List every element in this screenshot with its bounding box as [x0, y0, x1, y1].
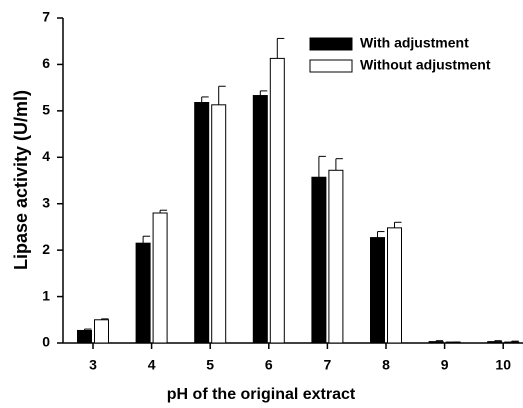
- y-tick-label: 4: [42, 148, 50, 164]
- bar: [77, 329, 92, 344]
- legend-label: Without adjustment: [360, 57, 491, 73]
- x-axis-label: pH of the original extract: [167, 386, 356, 403]
- bar: [152, 212, 168, 344]
- x-tick-label: 9: [441, 357, 449, 373]
- bar: [311, 176, 327, 344]
- x-tick-label: 3: [89, 357, 97, 373]
- bar: [211, 104, 227, 344]
- bar: [135, 242, 151, 344]
- y-tick-label: 3: [42, 194, 50, 210]
- x-tick-label: 6: [265, 357, 273, 373]
- legend-swatch: [309, 59, 353, 73]
- x-tick-label: 8: [382, 357, 390, 373]
- legend-label: With adjustment: [360, 35, 469, 51]
- y-axis-label: Lipase activity (U/ml): [11, 90, 31, 270]
- bar: [94, 319, 109, 344]
- bar: [445, 341, 461, 344]
- bar: [269, 57, 285, 344]
- bar: [428, 341, 444, 344]
- bar: [504, 341, 520, 344]
- y-tick-label: 7: [42, 9, 50, 25]
- y-tick-label: 5: [42, 102, 50, 118]
- bar: [370, 237, 385, 344]
- legend-swatch: [309, 37, 353, 51]
- y-tick-label: 2: [42, 241, 50, 257]
- bar: [252, 95, 268, 344]
- x-tick-label: 4: [148, 357, 156, 373]
- bar: [194, 102, 210, 344]
- y-tick-label: 0: [42, 334, 50, 350]
- y-tick-label: 6: [42, 55, 50, 71]
- bar: [487, 341, 503, 344]
- x-tick-label: 5: [206, 357, 214, 373]
- bar: [387, 227, 402, 344]
- x-tick-label: 7: [324, 357, 332, 373]
- x-tick-label: 10: [495, 357, 511, 373]
- bar: [328, 169, 344, 344]
- y-tick-label: 1: [42, 287, 50, 303]
